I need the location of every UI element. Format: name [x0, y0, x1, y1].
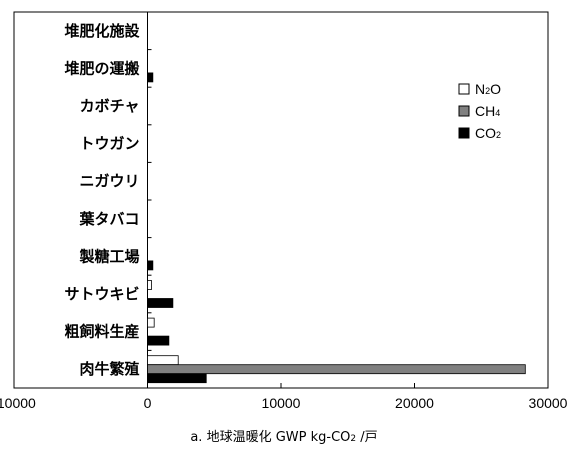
legend-swatch-n2o [458, 83, 470, 95]
legend-label-ch4: CH4 [475, 103, 500, 119]
x-tick-label: 0 [144, 395, 152, 411]
x-tick-label: -10000 [0, 395, 36, 411]
bar-co2 [147, 260, 154, 271]
category-label: 肉牛繁殖 [79, 360, 139, 378]
category-label: 粗飼料生産 [64, 323, 139, 341]
x-axis-label: a. 地球温暖化 GWP kg-CO2 /戸 [190, 430, 377, 445]
bar-co2 [147, 72, 154, 83]
legend-label-n2o: N2O [475, 81, 501, 97]
category-label: 堆肥の運搬 [64, 59, 139, 77]
legend-swatch-co2 [458, 127, 470, 139]
legend-label-co2: CO2 [475, 125, 501, 141]
category-label: カボチャ [80, 97, 140, 115]
category-label: トウガン [79, 135, 139, 153]
category-label: サトウキビ [64, 285, 139, 303]
bar-n2o [147, 280, 152, 290]
bar-co2 [147, 298, 174, 308]
category-label: 葉タバコ [78, 210, 139, 228]
legend-swatch-ch4 [458, 105, 470, 117]
bar-n2o [147, 317, 155, 328]
bar-ch4 [147, 364, 526, 375]
category-label: ニガウリ [79, 172, 139, 190]
category-label: 製糖工場 [78, 247, 139, 265]
category-label: 堆肥化施設 [64, 22, 140, 40]
x-tick-label: 20000 [395, 395, 434, 411]
bar-co2 [147, 335, 170, 346]
legend: N2O CH4 CO2 [458, 81, 501, 141]
bar-co2 [147, 373, 207, 384]
x-tick-label: 10000 [262, 395, 301, 411]
x-tick-label: 30000 [529, 395, 568, 411]
bar-n2o [147, 355, 179, 366]
